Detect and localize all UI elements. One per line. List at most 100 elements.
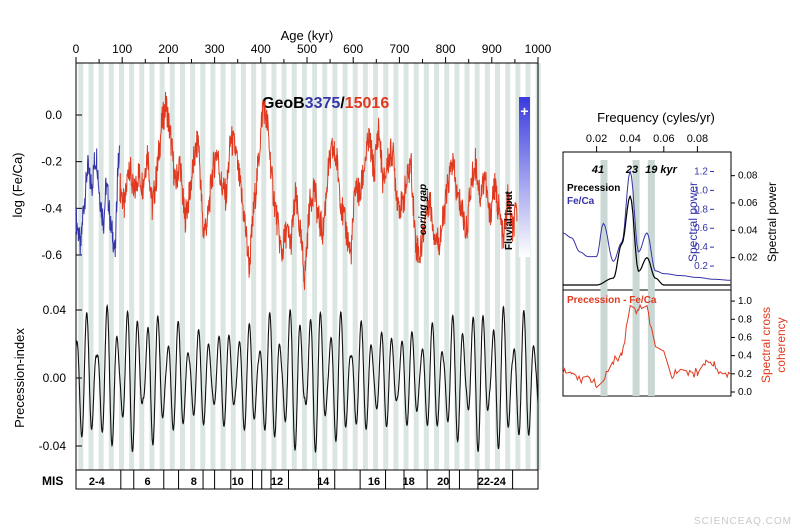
age-tick-label: 600	[343, 42, 363, 56]
spectral-right-tick-label: 0.06	[738, 198, 758, 209]
precession-band	[373, 63, 379, 470]
precession-tick-label: -0.04	[39, 439, 67, 453]
watermark: SCIENCEAQ.COM	[694, 516, 792, 527]
precession-band	[118, 63, 124, 470]
spectral-panel: Frequency (cyles/yr) 0.02 0.04 0.06 0.08 41…	[562, 110, 788, 398]
age-axis-label: Age (kyr)	[281, 28, 334, 43]
left-spectral-power-label: Spectral power	[686, 182, 700, 262]
precession-band	[98, 63, 104, 470]
precession-index-line	[75, 303, 539, 454]
legend-fe-ca: Fe/Ca	[567, 196, 595, 207]
age-tick-label: 800	[436, 42, 456, 56]
mis-label: MIS	[42, 474, 63, 488]
spectral-left-tick-label: 0.6	[694, 223, 708, 234]
precession-band	[281, 63, 287, 470]
precession-band	[301, 63, 307, 470]
series-3375-line	[75, 145, 121, 258]
precession-band	[515, 63, 521, 470]
precession-band	[129, 63, 135, 470]
age-tick-label: 400	[251, 42, 271, 56]
period-41-label: 41	[591, 164, 604, 176]
precession-band	[383, 63, 389, 470]
precession-band	[179, 63, 185, 470]
precession-band	[271, 63, 277, 470]
spectral-frame	[562, 151, 732, 397]
coherency-tick-label: 0.4	[738, 351, 752, 362]
precession-band	[434, 63, 440, 470]
mis-stage-label: 14	[317, 476, 330, 488]
series-15016-line	[119, 91, 518, 290]
age-tick-label: 0	[73, 42, 80, 56]
mis-stage-label: 22-24	[478, 476, 507, 488]
age-ticks: 0 100 200 300 400 500 600 700 800 900 1000	[73, 42, 552, 63]
spectral-left-tick-label: 1.0	[694, 185, 708, 196]
precession-band	[393, 63, 399, 470]
precession-band	[464, 63, 470, 470]
spectral-right-ticks: 0.02 0.04 0.06 0.08	[731, 171, 758, 264]
precession-band	[88, 63, 94, 470]
fluvial-input-label: Fluvial input	[504, 190, 515, 250]
precession-band	[291, 63, 297, 470]
frequency-tick-label: 0.04	[619, 133, 640, 145]
spectral-precession-line	[563, 195, 731, 286]
period-19-label: 19 kyr	[645, 164, 678, 176]
spectral-left-tick-label: 1.2	[694, 166, 708, 177]
mis-stage-label: 16	[368, 476, 380, 488]
fluvial-plus-sign: +	[520, 103, 528, 119]
cross-coherency-line	[562, 303, 731, 389]
period-bands	[600, 160, 655, 396]
coherency-tick-label: 0.0	[738, 387, 752, 398]
frequency-axis-label: Frequency (cyles/yr)	[597, 110, 715, 125]
precession-band	[251, 63, 257, 470]
spectral-left-tick-label: 0.4	[694, 242, 708, 253]
age-tick-label: 100	[112, 42, 132, 56]
fe-ca-tick-label: 0.0	[45, 108, 62, 122]
fe-ca-tick-label: -0.4	[41, 201, 62, 215]
mis-stage-label: 2-4	[89, 476, 106, 488]
precession-band	[495, 63, 501, 470]
coherency-tick-label: 1.0	[738, 296, 752, 307]
precession-axis-label: Precession-index	[12, 328, 27, 428]
coherency-axis-label-1: Spectral cross	[759, 307, 773, 383]
age-tick-label: 1000	[525, 42, 552, 56]
mis-stage-label: 8	[191, 476, 197, 488]
precession-band	[322, 63, 328, 470]
coherency-tick-label: 0.8	[738, 314, 752, 325]
precession-band	[312, 63, 318, 470]
precession-tick-label: 0.00	[43, 371, 67, 385]
age-tick-label: 200	[158, 42, 178, 56]
precession-band	[342, 63, 348, 470]
coherency-tick-label: 0.2	[738, 369, 752, 380]
precession-band	[454, 63, 460, 470]
age-tick-label: 900	[482, 42, 502, 56]
age-tick-label: 700	[389, 42, 409, 56]
precession-band	[78, 63, 84, 470]
precession-bands	[78, 63, 541, 470]
spectral-right-tick-label: 0.04	[738, 225, 758, 236]
frequency-tick-label: 0.08	[687, 133, 708, 145]
precession-band	[210, 63, 216, 470]
precession-band	[352, 63, 358, 470]
precession-band	[525, 63, 531, 470]
frequency-tick-label: 0.06	[653, 133, 674, 145]
mis-stage-label: 10	[232, 476, 244, 488]
precession-band	[139, 63, 145, 470]
precession-band	[220, 63, 226, 470]
spectral-left-ticks: 0.2 0.4 0.6 0.8 1.0 1.2	[694, 166, 714, 272]
precession-band	[474, 63, 480, 470]
spectral-right-tick-label: 0.02	[738, 253, 758, 264]
precession-band	[190, 63, 196, 470]
precession-band	[403, 63, 409, 470]
spectral-left-tick-label: 0.8	[694, 204, 708, 215]
mis-row: MIS 2-4 6 8 10 12 14 16 18 20 22-24	[42, 470, 514, 489]
mis-stage-label: 18	[403, 476, 415, 488]
precession-panel: Precession-index 0.04 0.00 -0.04	[12, 303, 539, 454]
mis-stage-label: 20	[437, 476, 449, 488]
fluvial-input-gradient	[519, 97, 530, 257]
core-title: GeoB3375/15016	[262, 95, 389, 112]
precession-band	[332, 63, 338, 470]
precession-ticks: 0.04 0.00 -0.04	[39, 303, 82, 453]
period-23-label: 23	[625, 164, 638, 176]
legend-precession: Precession	[567, 183, 620, 194]
